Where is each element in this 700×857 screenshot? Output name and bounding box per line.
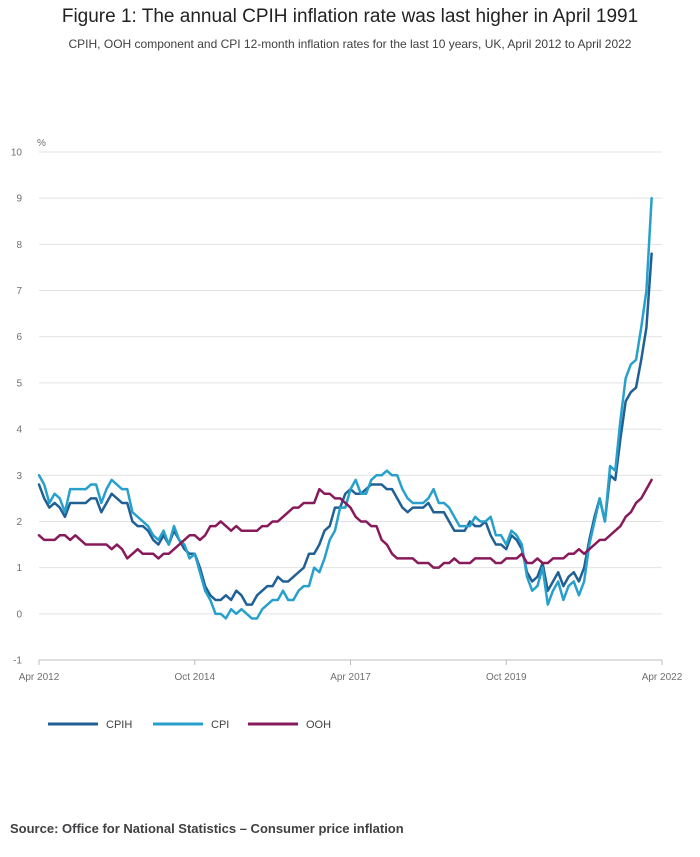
x-tick-label: Oct 2019 xyxy=(486,672,527,683)
y-tick-label: 6 xyxy=(16,332,22,343)
source-note: Source: Office for National Statistics –… xyxy=(10,821,404,836)
x-tick-label: Apr 2017 xyxy=(330,672,371,683)
series-line-cpih xyxy=(37,252,653,606)
legend: CPIH CPI OOH xyxy=(48,719,331,731)
axes: -1 0 1 2 3 4 5 6 7 8 9 10 Apr 2012 Oct 2014 Apr 2017 Oc… xyxy=(11,148,683,684)
y-axis-label: % xyxy=(37,138,46,149)
series-lines xyxy=(37,196,653,620)
line-chart: -1 0 1 2 3 4 5 6 7 8 9 10 Apr 2012 Oct 2014 Apr 2017 Oc… xyxy=(11,138,683,731)
y-tick-label: 1 xyxy=(16,563,22,574)
x-tick-label: Oct 2014 xyxy=(174,672,215,683)
y-tick-label: 0 xyxy=(16,609,22,620)
y-tick-label: 7 xyxy=(16,286,22,297)
x-tick-label: Apr 2012 xyxy=(19,672,60,683)
x-tick-label: Apr 2022 xyxy=(642,672,683,683)
grid-lines xyxy=(39,151,662,661)
y-tick-label: 10 xyxy=(11,148,23,159)
y-tick-label: -1 xyxy=(13,656,22,667)
y-tick-label: 3 xyxy=(16,471,22,482)
y-tick-label: 2 xyxy=(16,517,22,528)
legend-label-cpi: CPI xyxy=(211,719,229,731)
y-tick-label: 9 xyxy=(16,194,22,205)
legend-label-ooh: OOH xyxy=(306,719,331,731)
y-tick-label: 8 xyxy=(16,240,22,251)
series-line-ooh xyxy=(37,478,653,569)
chart-title: Figure 1: The annual CPIH inflation rate… xyxy=(61,6,639,27)
y-tick-label: 4 xyxy=(16,425,22,436)
chart-subtitle: CPIH, OOH component and CPI 12-month inf… xyxy=(68,37,632,51)
y-tick-label: 5 xyxy=(16,378,22,389)
legend-label-cpih: CPIH xyxy=(106,719,132,731)
series-line-cpi xyxy=(37,196,653,620)
